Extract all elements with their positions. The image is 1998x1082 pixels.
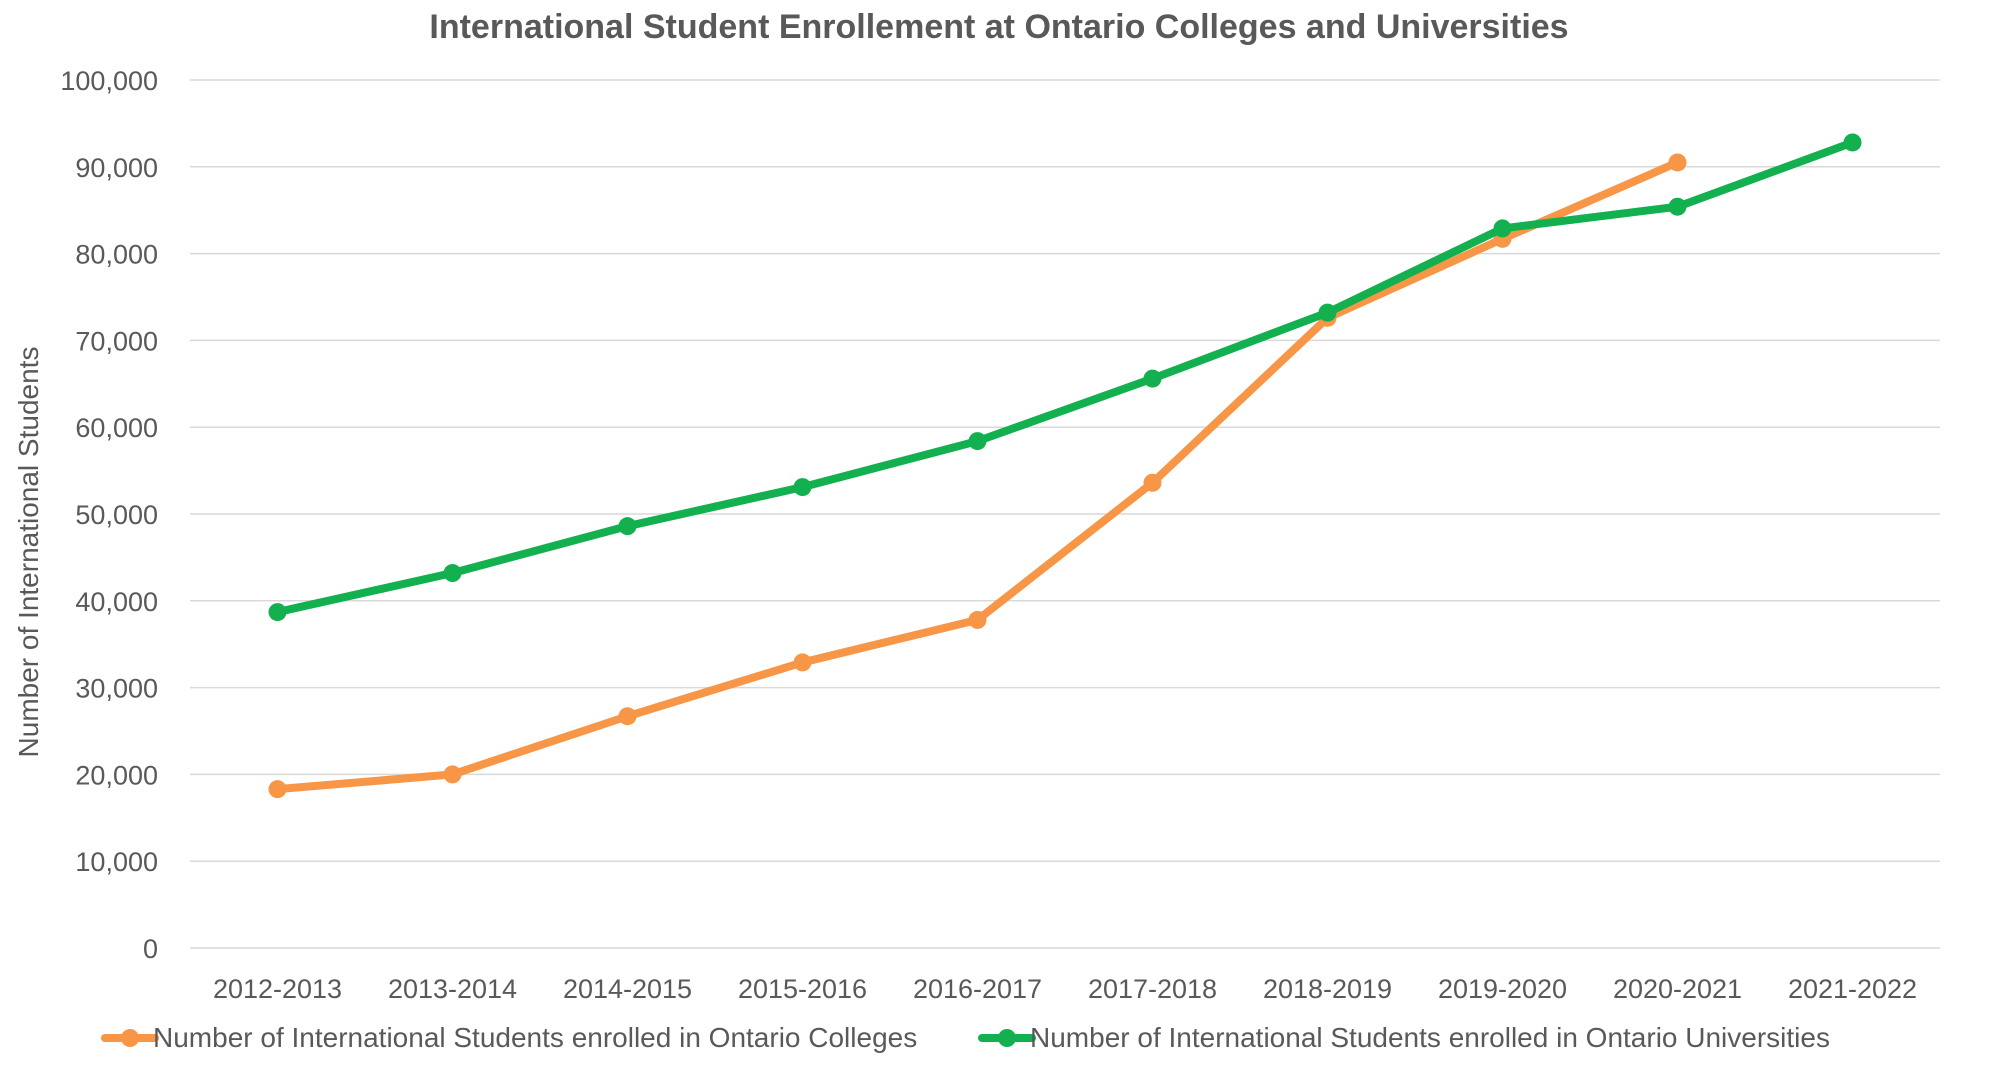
chart-title: International Student Enrollement at Ont… <box>429 8 1568 46</box>
data-point <box>268 603 287 622</box>
data-point <box>443 765 462 784</box>
y-tick-label: 30,000 <box>75 674 158 704</box>
data-point <box>268 780 287 799</box>
y-axis-label: Number of International Students <box>13 347 44 758</box>
legend-entry: Number of International Students enrolle… <box>978 1022 1830 1053</box>
data-point <box>968 610 987 629</box>
data-point <box>1318 303 1337 322</box>
y-tick-label: 90,000 <box>75 153 158 183</box>
data-point <box>618 517 637 536</box>
x-tick-label: 2020-2021 <box>1613 974 1742 1004</box>
x-tick-label: 2021-2022 <box>1788 974 1917 1004</box>
legend-marker <box>121 1029 139 1047</box>
legend-entry: Number of International Students enrolle… <box>101 1022 917 1053</box>
data-point <box>968 432 987 451</box>
y-tick-label: 20,000 <box>75 760 158 790</box>
y-axis-ticks: 0 10,000 20,000 30,000 40,000 50,000 60,000 70,… <box>60 66 158 964</box>
x-tick-label: 2016-2017 <box>913 974 1042 1004</box>
series-colleges <box>268 153 1687 799</box>
data-point <box>1668 153 1687 172</box>
data-point <box>1843 133 1862 152</box>
series-line <box>273 138 1857 617</box>
y-tick-label: 70,000 <box>75 326 158 356</box>
x-tick-label: 2015-2016 <box>738 974 867 1004</box>
series <box>268 133 1862 799</box>
x-tick-label: 2017-2018 <box>1088 974 1217 1004</box>
data-point <box>1668 197 1687 216</box>
legend-label: Number of International Students enrolle… <box>153 1022 917 1053</box>
legend-label: Number of International Students enrolle… <box>1030 1022 1830 1053</box>
x-tick-label: 2018-2019 <box>1263 974 1392 1004</box>
x-axis-ticks: 2012-2013 2013-2014 2014-2015 2015-2016 2016… <box>213 974 1917 1004</box>
gridlines <box>190 79 1940 949</box>
data-point <box>1493 219 1512 238</box>
y-tick-label: 40,000 <box>75 587 158 617</box>
x-tick-label: 2019-2020 <box>1438 974 1567 1004</box>
x-tick-label: 2012-2013 <box>213 974 342 1004</box>
data-point <box>1143 473 1162 492</box>
x-tick-label: 2013-2014 <box>388 974 517 1004</box>
y-tick-label: 60,000 <box>75 413 158 443</box>
data-point <box>793 653 812 672</box>
y-tick-label: 50,000 <box>75 500 158 530</box>
y-tick-label: 10,000 <box>75 847 158 877</box>
y-tick-label: 0 <box>143 934 158 964</box>
legend: Number of International Students enrolle… <box>101 1022 1830 1053</box>
data-point <box>618 707 637 726</box>
series-universities <box>268 133 1862 622</box>
y-tick-label: 100,000 <box>60 66 158 96</box>
legend-marker <box>998 1029 1016 1047</box>
y-tick-label: 80,000 <box>75 240 158 270</box>
data-point <box>1143 369 1162 388</box>
series-line <box>273 158 1682 794</box>
x-tick-label: 2014-2015 <box>563 974 692 1004</box>
data-point <box>793 478 812 497</box>
data-point <box>443 564 462 583</box>
